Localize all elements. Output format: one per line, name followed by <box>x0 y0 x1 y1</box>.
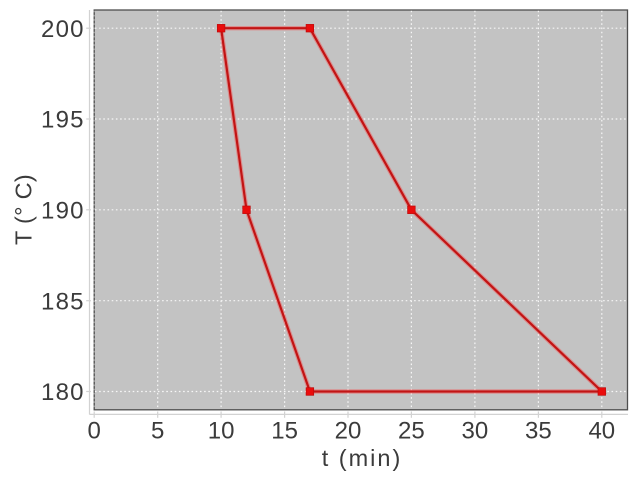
svg-text:5: 5 <box>151 417 164 444</box>
svg-text:30: 30 <box>462 417 489 444</box>
svg-text:180: 180 <box>41 379 85 406</box>
svg-text:185: 185 <box>41 288 85 315</box>
svg-text:35: 35 <box>525 417 552 444</box>
svg-text:190: 190 <box>41 198 85 225</box>
svg-text:20: 20 <box>335 417 362 444</box>
svg-text:15: 15 <box>271 417 298 444</box>
svg-text:t (min): t (min) <box>322 445 403 471</box>
svg-text:195: 195 <box>41 107 85 134</box>
svg-text:T (° C): T (° C) <box>11 174 37 245</box>
svg-text:40: 40 <box>588 417 615 444</box>
svg-text:10: 10 <box>208 417 235 444</box>
svg-text:25: 25 <box>398 417 425 444</box>
svg-text:0: 0 <box>88 417 101 444</box>
svg-text:200: 200 <box>41 16 85 43</box>
